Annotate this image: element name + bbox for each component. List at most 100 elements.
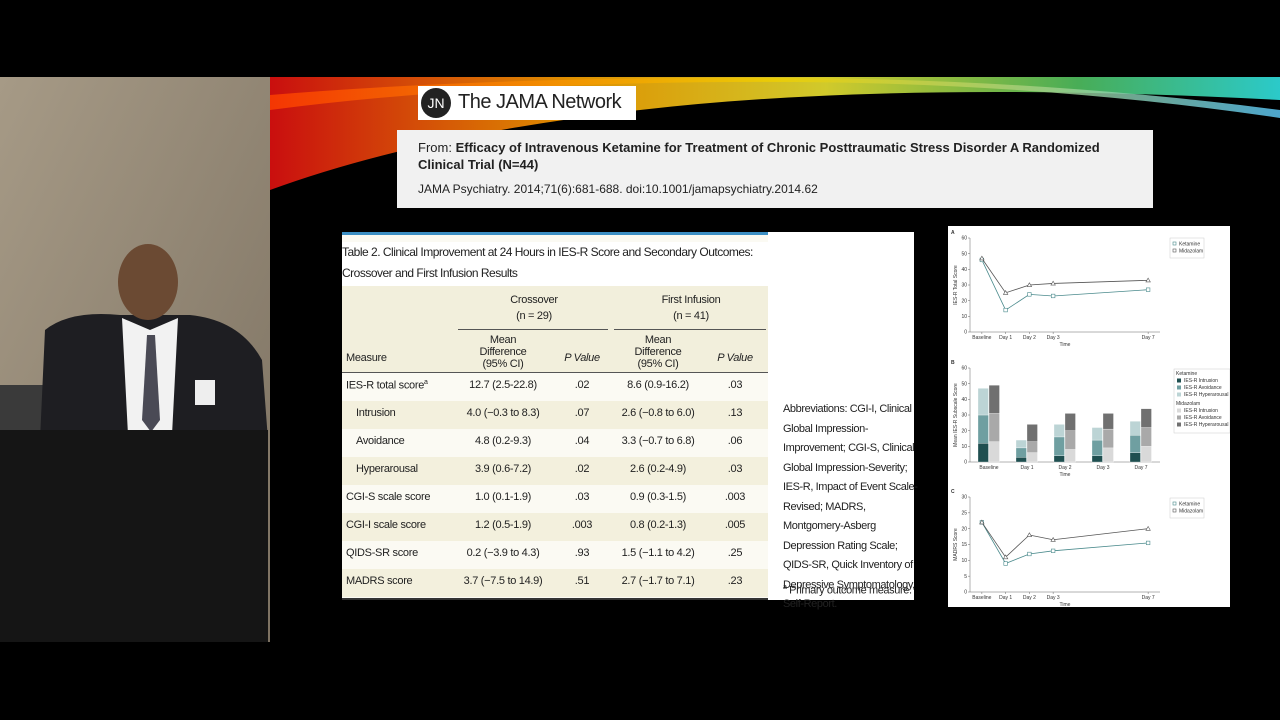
- marker: [1050, 536, 1056, 542]
- y-tick-label: 30: [961, 283, 967, 289]
- swoosh: [270, 77, 1280, 118]
- y-tick-label: 10: [961, 444, 967, 450]
- y-tick-label: 25: [961, 511, 967, 517]
- cell-text: Hyperarousal: [356, 463, 418, 475]
- marker: [1145, 277, 1151, 283]
- cell-text: .02: [574, 379, 590, 391]
- y-axis-label: MADRS Score: [953, 528, 959, 561]
- cell-text: 0.8 (0.2-1.3): [629, 519, 687, 531]
- table-header: Crossover (n = 29) First Infusion (n = 4…: [342, 286, 768, 372]
- cell-text: 3.9 (0.6-7.2): [474, 463, 532, 475]
- bar-segment: [1102, 413, 1114, 430]
- marker: [1026, 282, 1033, 287]
- cell-text: Avoidance: [356, 435, 405, 447]
- column-header: Measure: [346, 352, 387, 364]
- table-cell: 4.0 (−0.3 to 8.3): [467, 407, 540, 419]
- bar-segment: [988, 385, 1000, 414]
- x-tick-label: Day 2: [1023, 595, 1036, 601]
- legend-group: Ketamine: [1176, 371, 1197, 377]
- table-cell: .06: [728, 435, 743, 447]
- bar-segment: [1026, 452, 1038, 463]
- y-tick-label: 20: [961, 428, 967, 434]
- legend-label: IES-R Hyperarousal: [1184, 422, 1228, 428]
- cell-text: 0.9 (0.3-1.5): [629, 491, 687, 503]
- marker: [979, 519, 985, 525]
- footnote-text: Primary outcome measure.: [789, 584, 912, 597]
- legend-label: IES-R Intrusion: [1184, 378, 1218, 384]
- y-tick-label: 20: [961, 526, 967, 532]
- x-tick-label: Baseline: [979, 465, 998, 471]
- x-tick-label: Day 7: [1142, 595, 1155, 601]
- group-n: (n = 41): [673, 310, 709, 322]
- marker: [1003, 561, 1008, 566]
- bar-segment: [1129, 452, 1141, 463]
- bar-segment: [1102, 428, 1114, 449]
- cell-text: .23: [727, 575, 743, 587]
- table-cell: .003: [572, 519, 593, 531]
- table-cell: QIDS-SR score: [346, 547, 418, 559]
- marker: [1051, 548, 1056, 553]
- table-row: IES-R total scorea 12.7 (2.5-22.8) .02 8.6 …: [342, 373, 768, 401]
- cell-text: CGI-S scale score: [346, 491, 431, 503]
- table-cell: .003: [725, 491, 746, 503]
- marker: [1050, 280, 1056, 286]
- citation-source: JAMA Psychiatry. 2014;71(6):681-688. doi…: [418, 182, 818, 196]
- cell-text: 1.0 (0.1-1.9): [474, 491, 532, 503]
- cell-text: .51: [574, 575, 590, 587]
- legend-swatch: [1177, 408, 1181, 413]
- table-cell: 3.9 (0.6-7.2): [475, 463, 531, 475]
- table-cell: 8.6 (0.9-16.2): [627, 379, 689, 391]
- cell-text: .03: [727, 463, 743, 475]
- y-tick-label: 0: [964, 460, 967, 466]
- x-tick-label: Day 3: [1047, 595, 1060, 601]
- table-cell: .03: [727, 463, 743, 475]
- legend-swatch: [1172, 501, 1177, 506]
- rule: [614, 329, 766, 330]
- cell-text: 3.3 (−0.7 to 6.8): [621, 435, 695, 447]
- table-cell: .03: [575, 491, 590, 503]
- x-tick-label: Day 1: [999, 335, 1012, 341]
- table-cell: 0.9 (0.3-1.5): [630, 491, 686, 503]
- bar-segment: [1053, 436, 1065, 456]
- x-axis-label: Time: [1060, 472, 1071, 478]
- from-label: From:: [418, 140, 452, 155]
- cell-text: 2.6 (0.2-4.9): [629, 463, 687, 475]
- legend-label: Ketamine: [1179, 502, 1200, 508]
- x-tick-label: Day 1: [999, 595, 1012, 601]
- cell-text: Intrusion: [356, 407, 396, 419]
- table-cell: .25: [727, 547, 743, 559]
- x-axis-label: Time: [1060, 602, 1071, 607]
- bar-segment: [1026, 424, 1038, 442]
- table-cell: .03: [728, 379, 743, 391]
- tie: [142, 335, 160, 432]
- column-header: Mean Difference (95% CI): [634, 334, 682, 370]
- column-header: P Value: [717, 352, 753, 364]
- bar-segment: [1015, 439, 1027, 449]
- legend-label: IES-R Avoidance: [1184, 415, 1222, 421]
- marker: [1027, 551, 1032, 557]
- table-row: CGI-S scale score 1.0 (0.1-1.9) .03 0.9 (0.…: [342, 485, 768, 513]
- table-cell: CGI-S scale score: [346, 491, 430, 503]
- logo-text: The JAMA Network: [458, 91, 622, 113]
- cell-text: 2.7 (−1.7 to 7.1): [621, 575, 695, 587]
- legend-label: Midazolam: [1179, 509, 1203, 515]
- logo: JN The JAMA Network: [418, 86, 636, 120]
- cell-text: 0.2 (−3.9 to 4.3): [466, 547, 540, 559]
- cell-text: MADRS score: [346, 575, 413, 587]
- bar-segment: [977, 388, 989, 416]
- bar-segment: [1064, 430, 1076, 450]
- legend-label: Ketamine: [1179, 242, 1200, 248]
- y-tick-label: 20: [961, 298, 967, 304]
- y-tick-label: 50: [961, 381, 967, 387]
- table-row: Avoidance 4.8 (0.2-9.3) .04 3.3 (−0.7 to 6.…: [342, 429, 768, 457]
- marker: [1002, 554, 1009, 560]
- x-tick-label: Baseline: [972, 335, 991, 341]
- legend-swatch: [1172, 241, 1177, 246]
- table-cell: 2.6 (−0.8 to 6.0): [622, 407, 695, 419]
- cell-text: .25: [727, 547, 743, 559]
- table-cell: Intrusion: [356, 407, 396, 419]
- y-tick-label: 60: [961, 236, 967, 242]
- footnote-mark: a: [783, 584, 787, 591]
- table-cell: 2.7 (−1.7 to 7.1): [622, 575, 695, 587]
- table-cell: IES-R total scorea: [346, 379, 428, 392]
